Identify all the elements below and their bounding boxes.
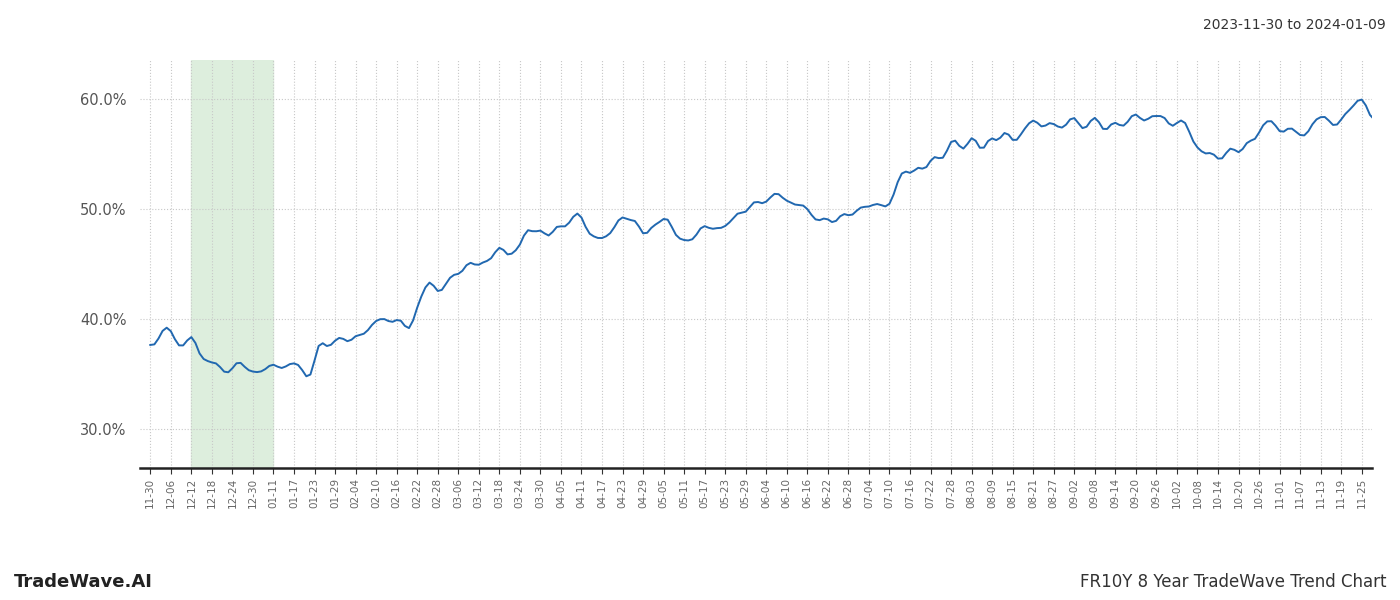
Text: FR10Y 8 Year TradeWave Trend Chart: FR10Y 8 Year TradeWave Trend Chart: [1079, 573, 1386, 591]
Text: TradeWave.AI: TradeWave.AI: [14, 573, 153, 591]
Bar: [192, 60, 273, 468]
Text: 2023-11-30 to 2024-01-09: 2023-11-30 to 2024-01-09: [1203, 18, 1386, 32]
